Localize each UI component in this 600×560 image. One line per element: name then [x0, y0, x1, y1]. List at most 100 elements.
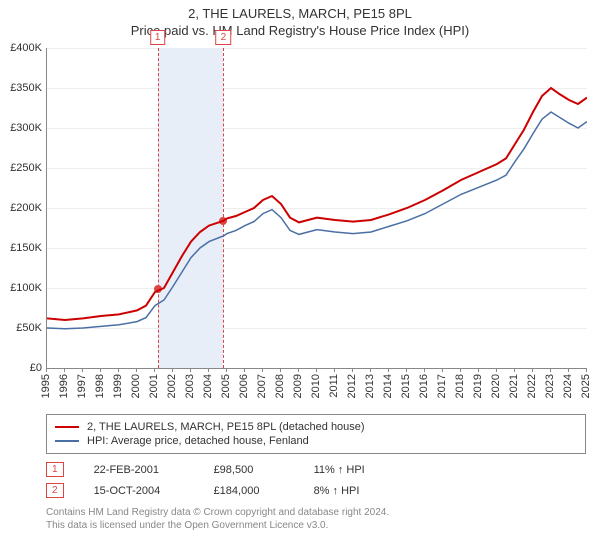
x-tick-mark	[172, 368, 173, 372]
x-tick-label: 2000	[130, 374, 142, 398]
x-tick-label: 2013	[364, 374, 376, 398]
y-tick-label: £200K	[10, 202, 42, 214]
y-tick-label: £300K	[10, 122, 42, 134]
footer-line-1: Contains HM Land Registry data © Crown c…	[46, 506, 586, 519]
x-tick-mark	[46, 368, 47, 372]
chart-title: 2, THE LAURELS, MARCH, PE15 8PL	[0, 6, 600, 21]
marker-tag: 1	[150, 30, 166, 45]
footer: Contains HM Land Registry data © Crown c…	[46, 506, 586, 532]
x-tick-mark	[208, 368, 209, 372]
x-tick-mark	[424, 368, 425, 372]
x-tick-label: 2019	[472, 374, 484, 398]
plot-area: 12	[46, 48, 587, 369]
x-tick-label: 2006	[238, 374, 250, 398]
legend: 2, THE LAURELS, MARCH, PE15 8PL (detache…	[46, 414, 586, 454]
sale-tag: 1	[46, 462, 64, 477]
x-tick-label: 2001	[148, 374, 160, 398]
x-tick-label: 2002	[166, 374, 178, 398]
x-tick-mark	[280, 368, 281, 372]
x-tick-mark	[496, 368, 497, 372]
series-line-laurels	[47, 88, 587, 320]
x-tick-label: 2021	[508, 374, 520, 398]
x-tick-mark	[316, 368, 317, 372]
x-tick-mark	[352, 368, 353, 372]
x-tick-mark	[514, 368, 515, 372]
y-tick-label: £0	[30, 362, 42, 374]
y-tick-label: £400K	[10, 42, 42, 54]
x-tick-label: 2025	[580, 374, 592, 398]
x-tick-label: 2004	[202, 374, 214, 398]
line-series-svg	[47, 48, 587, 368]
x-tick-mark	[406, 368, 407, 372]
x-tick-mark	[190, 368, 191, 372]
x-tick-label: 2022	[526, 374, 538, 398]
y-axis: £0£50K£100K£150K£200K£250K£300K£350K£400…	[0, 48, 46, 368]
chart-area: £0£50K£100K£150K£200K£250K£300K£350K£400…	[0, 48, 600, 408]
legend-label: 2, THE LAURELS, MARCH, PE15 8PL (detache…	[87, 421, 365, 433]
x-tick-mark	[82, 368, 83, 372]
x-tick-mark	[370, 368, 371, 372]
chart-subtitle: Price paid vs. HM Land Registry's House …	[0, 23, 600, 38]
y-tick-label: £100K	[10, 282, 42, 294]
x-tick-mark	[586, 368, 587, 372]
x-tick-label: 1996	[58, 374, 70, 398]
x-tick-mark	[442, 368, 443, 372]
x-tick-mark	[478, 368, 479, 372]
legend-item: HPI: Average price, detached house, Fenl…	[55, 435, 577, 447]
x-tick-mark	[568, 368, 569, 372]
legend-swatch	[55, 440, 79, 442]
marker-tag: 2	[216, 30, 232, 45]
bottom-panel: 2, THE LAURELS, MARCH, PE15 8PL (detache…	[46, 414, 586, 532]
x-tick-label: 2020	[490, 374, 502, 398]
y-tick-label: £350K	[10, 82, 42, 94]
x-tick-mark	[244, 368, 245, 372]
sale-row: 2 15-OCT-2004 £184,000 8% ↑ HPI	[46, 483, 586, 498]
y-tick-label: £150K	[10, 242, 42, 254]
title-block: 2, THE LAURELS, MARCH, PE15 8PL Price pa…	[0, 0, 600, 38]
footer-line-2: This data is licensed under the Open Gov…	[46, 519, 586, 532]
sales-list: 122-FEB-2001£98,50011% ↑ HPI215-OCT-2004…	[46, 462, 586, 498]
x-tick-label: 2012	[346, 374, 358, 398]
sale-tag: 2	[46, 483, 64, 498]
x-tick-mark	[388, 368, 389, 372]
x-tick-label: 2010	[310, 374, 322, 398]
sale-price: £184,000	[214, 485, 284, 497]
x-tick-mark	[460, 368, 461, 372]
series-line-hpi	[47, 112, 587, 329]
x-axis: 1995199619971998199920002001200220032004…	[46, 368, 586, 408]
x-tick-label: 1995	[40, 374, 52, 398]
sale-date: 15-OCT-2004	[94, 485, 184, 497]
x-tick-label: 1998	[94, 374, 106, 398]
x-tick-label: 2009	[292, 374, 304, 398]
x-tick-label: 2007	[256, 374, 268, 398]
x-tick-label: 2017	[436, 374, 448, 398]
legend-swatch	[55, 426, 79, 428]
x-tick-label: 2016	[418, 374, 430, 398]
x-tick-mark	[532, 368, 533, 372]
x-tick-label: 1999	[112, 374, 124, 398]
x-tick-mark	[118, 368, 119, 372]
x-tick-mark	[298, 368, 299, 372]
chart-container: 2, THE LAURELS, MARCH, PE15 8PL Price pa…	[0, 0, 600, 560]
x-tick-label: 2008	[274, 374, 286, 398]
x-tick-mark	[550, 368, 551, 372]
x-tick-label: 2018	[454, 374, 466, 398]
sale-hpi: 8% ↑ HPI	[314, 485, 394, 497]
x-tick-mark	[136, 368, 137, 372]
x-tick-mark	[262, 368, 263, 372]
x-tick-mark	[154, 368, 155, 372]
sale-price: £98,500	[214, 464, 284, 476]
x-tick-label: 2023	[544, 374, 556, 398]
x-tick-mark	[100, 368, 101, 372]
x-tick-label: 2011	[328, 374, 340, 398]
x-tick-label: 2015	[400, 374, 412, 398]
x-tick-label: 2024	[562, 374, 574, 398]
y-tick-label: £250K	[10, 162, 42, 174]
x-tick-label: 2005	[220, 374, 232, 398]
x-tick-mark	[226, 368, 227, 372]
x-tick-mark	[64, 368, 65, 372]
x-tick-label: 2003	[184, 374, 196, 398]
x-tick-label: 1997	[76, 374, 88, 398]
x-tick-mark	[334, 368, 335, 372]
sale-row: 122-FEB-2001£98,50011% ↑ HPI	[46, 462, 586, 477]
